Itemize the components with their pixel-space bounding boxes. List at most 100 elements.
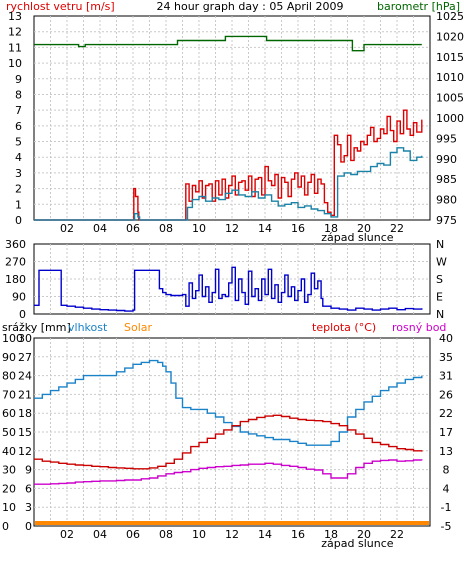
p3-humidity-tick-6: 60 xyxy=(2,407,16,420)
p1-left-tick-3: 3 xyxy=(15,167,22,180)
p3-rain-tick-8: 24 xyxy=(18,370,32,383)
p3-rain-tick-10: 30 xyxy=(18,332,32,345)
p1-series-wind_gust xyxy=(34,109,423,221)
p1-xtick-06: 06 xyxy=(126,222,140,235)
p3-humidity-tick-5: 50 xyxy=(2,426,16,439)
p2-left-tick-360: 360 xyxy=(5,238,26,251)
p3-humidity-tick-8: 80 xyxy=(2,370,16,383)
p1-left-tick-7: 7 xyxy=(15,104,22,117)
p3-right-tick-1: -1 xyxy=(441,501,452,514)
p3-right-tick-8: 31 xyxy=(439,370,453,383)
p1-left-tick-11: 11 xyxy=(8,41,22,54)
p2-right-tick-4: N xyxy=(436,238,444,251)
p1-right-tick-995: 995 xyxy=(436,132,457,145)
p1-left-tick-9: 9 xyxy=(15,73,22,86)
p3-right-tick-3: 8 xyxy=(443,464,450,477)
temperature-legend: teplota (°C) xyxy=(312,321,376,334)
p2-right-tick-3: W xyxy=(436,256,447,269)
p3-xtick-14: 14 xyxy=(258,528,272,541)
p1-left-tick-1: 1 xyxy=(15,198,22,211)
p3-right-tick-0: -5 xyxy=(441,520,452,533)
p1-left-tick-4: 4 xyxy=(15,151,22,164)
p3-right-tick-10: 40 xyxy=(439,332,453,345)
p2-right-tick-0: N xyxy=(436,308,444,321)
p1-xtick-20: 20 xyxy=(357,222,371,235)
p1-right-tick-985: 985 xyxy=(436,173,457,186)
dewpoint-legend: rosný bod xyxy=(392,321,446,334)
p3-series-dewpoint xyxy=(34,459,423,485)
p2-left-tick-90: 90 xyxy=(12,291,26,304)
p3-humidity-tick-3: 30 xyxy=(2,464,16,477)
p1-xtick-10: 10 xyxy=(192,222,206,235)
p3-humidity-tick-1: 10 xyxy=(2,501,16,514)
p3-rain-tick-2: 6 xyxy=(25,482,32,495)
p3-xtick-08: 08 xyxy=(159,528,173,541)
p3-right-tick-9: 35 xyxy=(439,351,453,364)
p1-left-tick-12: 12 xyxy=(8,26,22,39)
p1-left-tick-5: 5 xyxy=(15,136,22,149)
p1-xtick-04: 04 xyxy=(93,222,107,235)
chart-title: 24 hour graph day : 05 April 2009 xyxy=(157,0,344,13)
p1-right-tick-990: 990 xyxy=(436,153,457,166)
p2-left-tick-180: 180 xyxy=(5,273,26,286)
p1-left-tick-6: 6 xyxy=(15,120,22,133)
p1-right-tick-1025: 1025 xyxy=(436,10,464,23)
p1-xtick-08: 08 xyxy=(159,222,173,235)
wind-pressure-panel: 0123456789101112139759809859909951000100… xyxy=(8,10,464,244)
rain-axis-title: srážky [mm] xyxy=(2,321,71,334)
p3-xtick-12: 12 xyxy=(225,528,239,541)
p3-humidity-tick-10: 100 xyxy=(2,332,23,345)
p3-right-tick-6: 22 xyxy=(439,407,453,420)
p3-series-humidity xyxy=(34,359,423,446)
p3-humidity-tick-4: 40 xyxy=(2,445,16,458)
p3-xtick-10: 10 xyxy=(192,528,206,541)
p3-xtick-16: 16 xyxy=(291,528,305,541)
p2-left-tick-0: 0 xyxy=(19,308,26,321)
p1-left-tick-10: 10 xyxy=(8,57,22,70)
p1-right-tick-1005: 1005 xyxy=(436,92,464,105)
p2-series-direction xyxy=(34,266,423,312)
p1-left-tick-0: 0 xyxy=(15,214,22,227)
p1-left-tick-8: 8 xyxy=(15,88,22,101)
p2-right-tick-2: S xyxy=(436,273,443,286)
p3-xtick-04: 04 xyxy=(93,528,107,541)
p3-xtick-22: 22 xyxy=(390,528,404,541)
solar-legend: Solar xyxy=(124,321,153,334)
p3-xtick-18: 18 xyxy=(324,528,338,541)
p1-right-tick-1010: 1010 xyxy=(436,71,464,84)
p1-left-tick-13: 13 xyxy=(8,10,22,23)
p3-xtick-20: 20 xyxy=(357,528,371,541)
p3-humidity-tick-9: 90 xyxy=(2,351,16,364)
p3-rain-tick-5: 15 xyxy=(18,426,32,439)
p3-xtick-02: 02 xyxy=(60,528,74,541)
p3-humidity-tick-7: 70 xyxy=(2,388,16,401)
wind-axis-title: rychlost vetru [m/s] xyxy=(6,0,115,13)
p1-xtick-12: 12 xyxy=(225,222,239,235)
humidity-legend: vlhkost xyxy=(68,321,108,334)
p1-right-tick-1020: 1020 xyxy=(436,30,464,43)
p3-rain-tick-6: 18 xyxy=(18,407,32,420)
p1-right-tick-1015: 1015 xyxy=(436,51,464,64)
p3-right-tick-4: 13 xyxy=(439,445,453,458)
p1-xtick-14: 14 xyxy=(258,222,272,235)
p1-right-tick-975: 975 xyxy=(436,214,457,227)
p2-right-tick-1: E xyxy=(436,291,443,304)
p1-left-tick-2: 2 xyxy=(15,183,22,196)
p3-series-temperature xyxy=(34,414,423,470)
p1-xtick-22: 22 xyxy=(390,222,404,235)
p3-rain-tick-4: 12 xyxy=(18,445,32,458)
p1-right-tick-1000: 1000 xyxy=(436,112,464,125)
p3-series-solar xyxy=(35,521,429,525)
pressure-axis-title: barometr [hPa] xyxy=(377,0,460,13)
p3-rain-tick-7: 21 xyxy=(18,388,32,401)
p1-series-wind_avg xyxy=(34,147,423,221)
p3-sunset-label: západ slunce xyxy=(321,537,393,550)
p3-right-tick-5: 17 xyxy=(439,426,453,439)
p3-humidity-tick-0: 0 xyxy=(2,520,9,533)
p2-left-tick-270: 270 xyxy=(5,256,26,269)
p1-xtick-18: 18 xyxy=(324,222,338,235)
